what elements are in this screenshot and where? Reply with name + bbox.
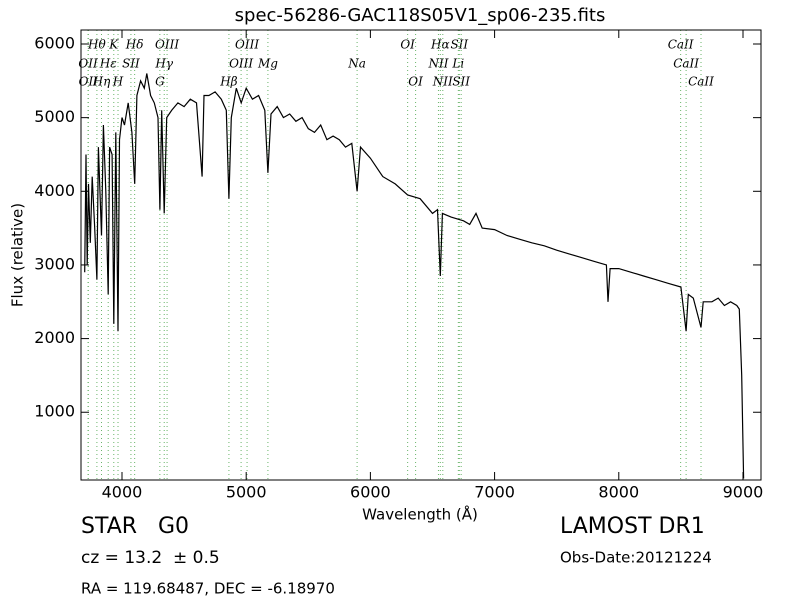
object-subclass: G0 (158, 514, 189, 539)
spectrum-line (84, 73, 745, 479)
spectral-line-label: OII (78, 57, 98, 71)
x-tick-label: 6000 (350, 483, 391, 502)
x-tick-label: 4000 (102, 483, 143, 502)
x-tick-label: 5000 (226, 483, 267, 502)
plot-frame (80, 29, 762, 481)
x-tick-label: 8000 (598, 483, 639, 502)
y-tick-label: 4000 (34, 181, 75, 200)
spectral-line-label: SII (122, 57, 140, 71)
object-class: STAR (81, 514, 137, 539)
spectral-line-label: Hα (430, 38, 450, 52)
spectral-line-label: OI (408, 75, 423, 89)
spectral-line-label: NII (427, 57, 448, 71)
spectral-line-label: G (155, 75, 165, 89)
spectral-line-label: SII (452, 75, 470, 89)
spectral-line-label: K (108, 38, 119, 52)
obs-date: Obs-Date:20121224 (560, 549, 712, 567)
y-tick-label: 5000 (34, 107, 75, 126)
spectral-line-label: CaII (673, 57, 699, 71)
spectral-line-label: OIII (229, 57, 253, 71)
y-tick-label: 2000 (34, 328, 75, 347)
x-tick-label: 7000 (474, 483, 515, 502)
survey: LAMOST DR1 (560, 514, 705, 539)
spectral-line-label: SII (450, 38, 468, 52)
spectral-line-label: Hγ (154, 57, 173, 71)
spectral-line-label: Li (451, 57, 464, 71)
y-tick-label: 6000 (34, 33, 75, 52)
spectral-line-label: Hδ (125, 38, 144, 52)
spectral-line-label: Hβ (219, 75, 237, 89)
spectral-line-label: H (112, 75, 124, 89)
spectral-line-label: Hε (99, 57, 117, 71)
y-tick-label: 3000 (34, 254, 75, 273)
x-axis-label: Wavelength (Å) (362, 505, 478, 524)
coordinates: RA = 119.68487, DEC = -6.18970 (81, 580, 335, 598)
spectral-line-label: NII (432, 75, 453, 89)
y-axis-label: Flux (relative) (9, 203, 27, 307)
spectral-line-label: Na (347, 57, 366, 71)
chart-title: spec-56286-GAC118S05V1_sp06-235.fits (235, 5, 606, 26)
spectral-line-label: Hη (92, 75, 111, 89)
spectral-line-label: Hθ (87, 38, 106, 52)
spectral-line-label: OII (79, 75, 99, 89)
spectral-line-label: CaII (688, 75, 714, 89)
spectral-line-label: OIII (155, 38, 179, 52)
spectral-line-label: OI (400, 38, 415, 52)
spectral-line-label: Mg (257, 57, 278, 71)
spectral-line-label: CaII (668, 38, 694, 52)
y-tick-label: 1000 (34, 402, 75, 421)
x-tick-label: 9000 (723, 483, 764, 502)
spectral-line-label: OIII (235, 38, 259, 52)
redshift: cz = 13.2 ± 0.5 (81, 548, 220, 568)
